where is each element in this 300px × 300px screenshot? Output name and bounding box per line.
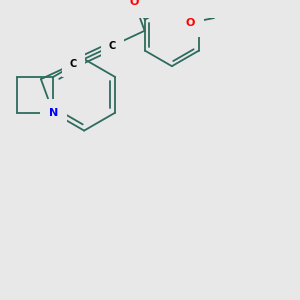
Text: O: O <box>130 0 139 7</box>
Text: C: C <box>109 41 116 51</box>
Text: C: C <box>70 59 77 69</box>
Text: O: O <box>186 18 195 28</box>
Text: N: N <box>49 108 58 118</box>
